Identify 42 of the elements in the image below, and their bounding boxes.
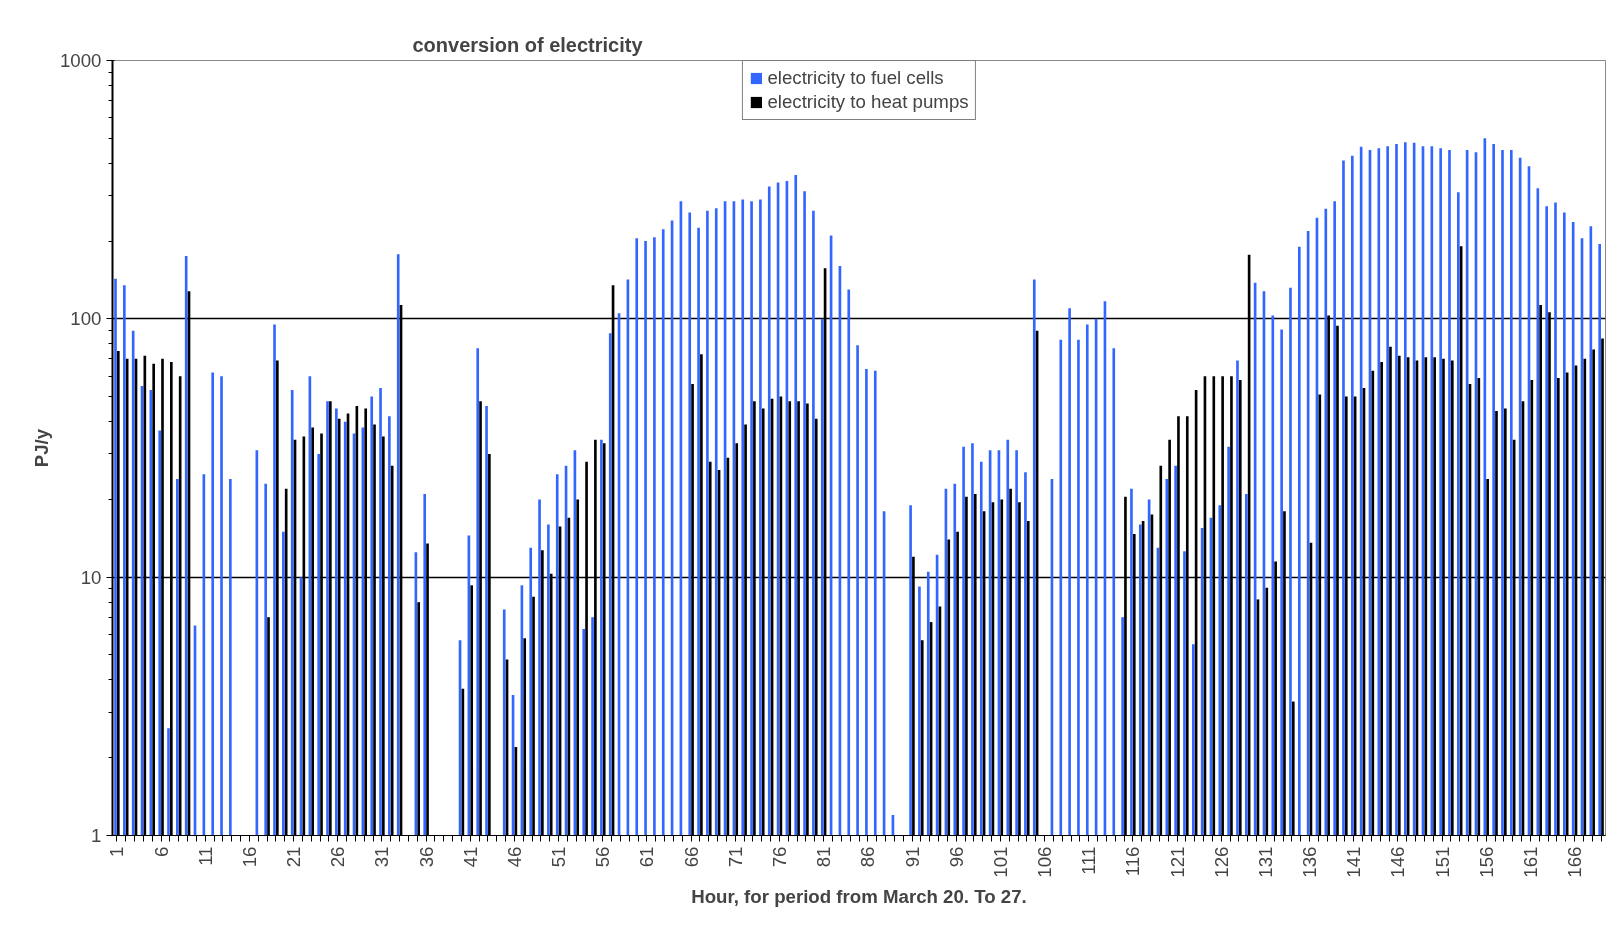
x-tick-label: 131 bbox=[1254, 846, 1276, 878]
x-tick-label: 86 bbox=[857, 846, 879, 868]
x-tick-label: 161 bbox=[1519, 846, 1541, 878]
x-tick-label: 166 bbox=[1564, 846, 1586, 878]
x-tick-label: 56 bbox=[592, 846, 614, 868]
x-tick-label: 71 bbox=[724, 846, 746, 868]
x-tick-label: 26 bbox=[327, 846, 349, 868]
y-axis-title: PJ/y bbox=[31, 428, 52, 468]
y-tick-label: 100 bbox=[70, 308, 102, 330]
x-tick-label: 16 bbox=[238, 846, 260, 868]
x-tick-label: 91 bbox=[901, 846, 923, 868]
x-tick-label: 6 bbox=[150, 846, 172, 857]
x-tick-label: 81 bbox=[813, 846, 835, 868]
x-tick-label: 156 bbox=[1475, 846, 1497, 878]
x-tick-label: 96 bbox=[945, 846, 967, 868]
x-tick-label: 111 bbox=[1078, 846, 1100, 875]
x-tick-label: 76 bbox=[768, 846, 790, 868]
legend-label: electricity to fuel cells bbox=[767, 67, 944, 89]
x-tick-label: 146 bbox=[1387, 846, 1409, 878]
y-tick-label: 10 bbox=[80, 566, 102, 588]
y-tick-label: 1000 bbox=[60, 50, 102, 71]
x-tick-label: 66 bbox=[680, 846, 702, 868]
x-tick-label: 21 bbox=[283, 846, 305, 868]
x-tick-label: 151 bbox=[1431, 846, 1453, 878]
legend-label: electricity to heat pumps bbox=[767, 91, 969, 113]
x-tick-label: 136 bbox=[1299, 846, 1321, 878]
x-tick-label: 106 bbox=[1034, 846, 1056, 878]
x-tick-label: 116 bbox=[1122, 846, 1144, 877]
x-tick-label: 36 bbox=[415, 846, 437, 868]
x-tick-label: 46 bbox=[503, 846, 525, 868]
chart-title: conversion of electricity bbox=[412, 33, 644, 56]
x-tick-label: 126 bbox=[1210, 846, 1232, 878]
x-axis-title: Hour, for period from March 20. To 27. bbox=[691, 885, 1027, 907]
x-tick-label: 121 bbox=[1166, 846, 1188, 878]
x-tick-label: 1 bbox=[106, 846, 128, 857]
x-tick-label: 141 bbox=[1343, 846, 1365, 878]
x-tick-label: 101 bbox=[989, 846, 1011, 878]
x-tick-label: 31 bbox=[371, 846, 393, 868]
x-tick-label: 51 bbox=[548, 846, 570, 868]
x-tick-label: 11 bbox=[194, 846, 216, 866]
x-tick-label: 61 bbox=[636, 846, 658, 868]
x-tick-label: 41 bbox=[459, 846, 481, 868]
